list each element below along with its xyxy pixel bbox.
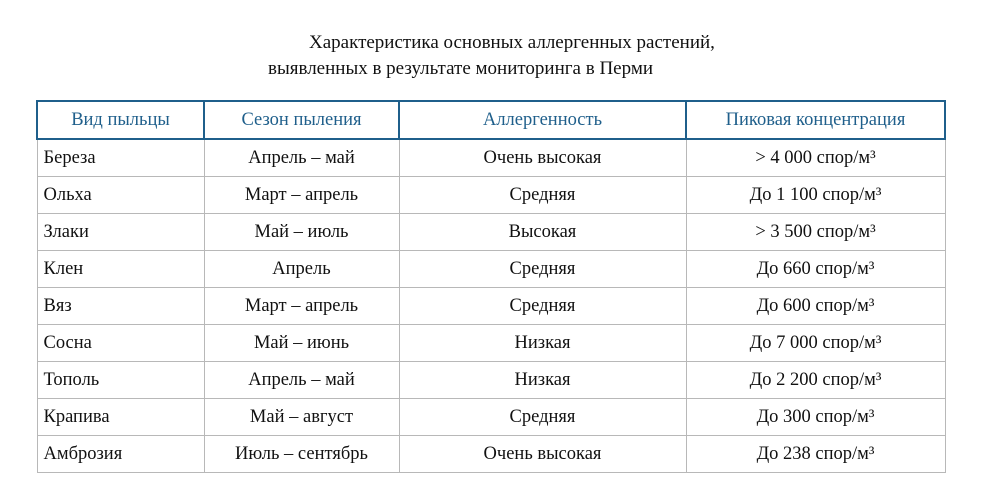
allergen-table: Вид пыльцы Сезон пыления Аллергенность П… <box>36 100 946 473</box>
season-cell: Май – июль <box>203 213 400 251</box>
peak-concentration-cell: До 600 спор/м³ <box>685 287 946 325</box>
header-cell: Вид пыльцы <box>36 100 205 140</box>
plant-cell: Амброзия <box>36 435 205 473</box>
plant-cell: Клен <box>36 250 205 288</box>
allergenicity-cell: Очень высокая <box>398 138 687 177</box>
allergenicity-cell: Очень высокая <box>398 435 687 473</box>
allergenicity-cell: Высокая <box>398 213 687 251</box>
peak-concentration-cell: До 300 спор/м³ <box>685 398 946 436</box>
season-cell: Апрель <box>203 250 400 288</box>
allergenicity-cell: Средняя <box>398 176 687 214</box>
table-row: Береза Апрель – май Очень высокая > 4 000 с… <box>36 138 946 177</box>
season-cell: Март – апрель <box>203 287 400 325</box>
plant-cell: Ольха <box>36 176 205 214</box>
title-line-2: выявленных в результате мониторинга в Пе… <box>268 58 654 79</box>
allergenicity-cell: Низкая <box>398 361 687 399</box>
peak-concentration-cell: > 4 000 спор/м³ <box>685 138 946 177</box>
allergenicity-cell: Средняя <box>398 250 687 288</box>
peak-concentration-cell: До 7 000 спор/м³ <box>685 324 946 362</box>
peak-concentration-cell: До 238 спор/м³ <box>685 435 946 473</box>
table-row: Вяз Март – апрель Средняя До 600 спор/м³ <box>36 287 946 325</box>
peak-concentration-cell: До 660 спор/м³ <box>685 250 946 288</box>
peak-concentration-cell: До 2 200 спор/м³ <box>685 361 946 399</box>
table-row: Клен Апрель Средняя До 660 спор/м³ <box>36 250 946 288</box>
table-row: Тополь Апрель – май Низкая До 2 200 спор/м³ <box>36 361 946 399</box>
header-cell: Пиковая концентрация <box>685 100 946 140</box>
plant-cell: Вяз <box>36 287 205 325</box>
header-cell: Аллергенность <box>398 100 687 140</box>
allergenicity-cell: Средняя <box>398 287 687 325</box>
season-cell: Апрель – май <box>203 138 400 177</box>
peak-concentration-cell: До 1 100 спор/м³ <box>685 176 946 214</box>
season-cell: Июль – сентябрь <box>203 435 400 473</box>
allergenicity-cell: Средняя <box>398 398 687 436</box>
table-row: Сосна Май – июнь Низкая До 7 000 спор/м³ <box>36 324 946 362</box>
table-row: Крапива Май – август Средняя До 300 спор/м³ <box>36 398 946 436</box>
plant-cell: Злаки <box>36 213 205 251</box>
header-cell: Сезон пыления <box>203 100 400 140</box>
season-cell: Март – апрель <box>203 176 400 214</box>
table-row: Ольха Март – апрель Средняя До 1 100 спор/м… <box>36 176 946 214</box>
peak-concentration-cell: > 3 500 спор/м³ <box>685 213 946 251</box>
table-row: Злаки Май – июль Высокая > 3 500 спор/м³ <box>36 213 946 251</box>
plant-cell: Тополь <box>36 361 205 399</box>
season-cell: Апрель – май <box>203 361 400 399</box>
header-row: Вид пыльцы Сезон пыления Аллергенность П… <box>36 100 946 140</box>
allergenicity-cell: Низкая <box>398 324 687 362</box>
plant-cell: Сосна <box>36 324 205 362</box>
season-cell: Май – июнь <box>203 324 400 362</box>
plant-cell: Береза <box>36 138 205 177</box>
season-cell: Май – август <box>203 398 400 436</box>
plant-cell: Крапива <box>36 398 205 436</box>
title-line-1: Характеристика основных аллергенных раст… <box>309 32 715 53</box>
table-row: Амброзия Июль – сентябрь Очень высокая До 2… <box>36 435 946 473</box>
